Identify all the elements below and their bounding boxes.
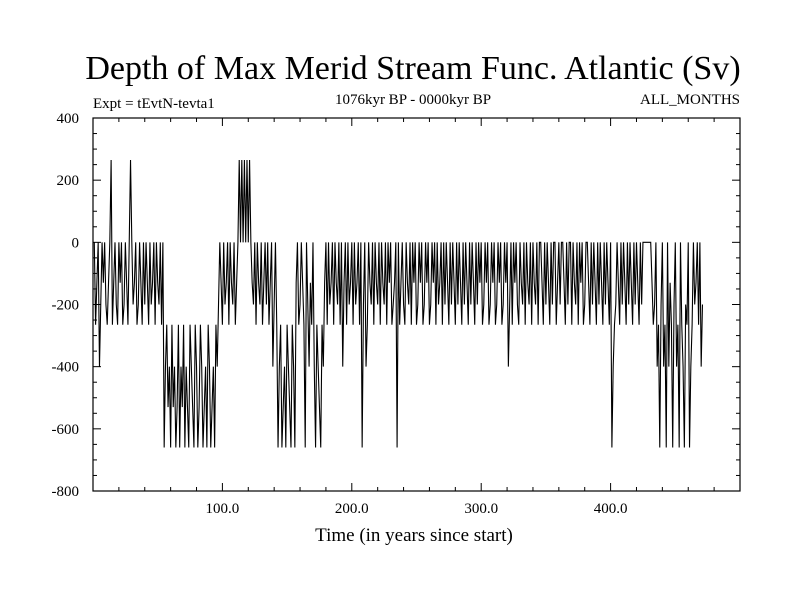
y-tick-label: -200	[52, 298, 80, 314]
x-tick-label: 400.0	[594, 501, 628, 517]
x-axis-label: Time (in years since start)	[315, 525, 513, 546]
y-tick-label: -600	[52, 422, 80, 438]
x-tick-label: 200.0	[335, 501, 369, 517]
series-line	[93, 159, 704, 448]
y-tick-label: 0	[72, 235, 80, 251]
chart-title: Depth of Max Merid Stream Func. Atlantic…	[85, 50, 740, 87]
axis-layer: 400 200 0 -200 -400 -600 -800 100.0 200.0 300.0 40…	[52, 111, 740, 517]
y-tick-label: -800	[52, 484, 80, 500]
x-tick-label: 300.0	[464, 501, 498, 517]
y-tick-label: 200	[57, 173, 80, 189]
x-tick-label: 100.0	[206, 501, 240, 517]
chart-subtitle-right: ALL_MONTHS	[640, 92, 740, 108]
chart-subtitle-left: Expt = tEvtN-tevta1	[93, 96, 215, 112]
data-layer	[93, 159, 704, 448]
y-tick-label: -400	[52, 360, 80, 376]
y-tick-label: 400	[57, 111, 80, 127]
chart-subtitle-center: 1076kyr BP - 0000kyr BP	[335, 92, 491, 108]
